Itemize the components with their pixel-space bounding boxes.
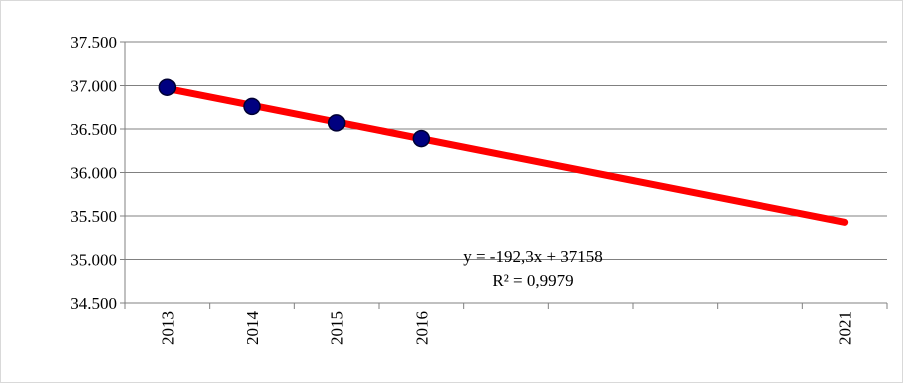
x-tick-labels: 2013 2014 2015 2016 2021: [158, 311, 854, 346]
y-tick-label: 35.500: [70, 207, 117, 226]
trendline-equation: y = -192,3x + 37158: [463, 247, 603, 266]
y-tick-labels: 34.500 35.000 35.500 36.000 36.500 37.000 37.5…: [70, 33, 117, 313]
data-points: [158, 78, 431, 148]
y-tick-label: 36.000: [70, 164, 117, 183]
data-point: [412, 129, 431, 148]
trendline-r-squared: R² = 0,9979: [492, 271, 573, 290]
trendline-group: [163, 85, 849, 226]
y-tick-label: 34.500: [70, 294, 117, 313]
x-tick-label: 2021: [836, 311, 855, 345]
x-tick-label: 2014: [243, 311, 262, 346]
y-tick-label: 35.000: [70, 251, 117, 270]
x-tick-label: 2013: [158, 311, 177, 345]
axes: [124, 42, 888, 309]
data-point: [243, 97, 261, 116]
y-tick-label: 36.500: [70, 120, 117, 139]
x-tick-label: 2016: [412, 311, 431, 345]
data-point: [327, 114, 346, 132]
data-point: [158, 78, 177, 96]
y-tick-label: 37.500: [70, 33, 117, 52]
x-tick-label: 2015: [328, 311, 347, 345]
grid-lines: [120, 41, 887, 304]
y-tick-label: 37.000: [70, 77, 117, 96]
trendline: [163, 85, 849, 226]
